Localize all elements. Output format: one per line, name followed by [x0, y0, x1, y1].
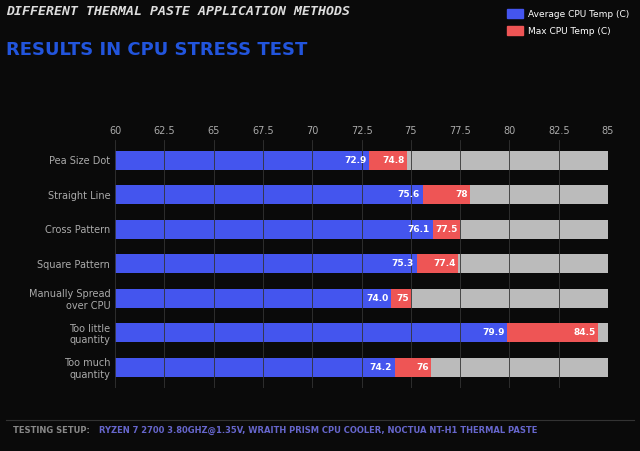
- Text: 75: 75: [396, 294, 409, 303]
- Bar: [115, 185, 422, 204]
- Text: 77.5: 77.5: [436, 225, 458, 234]
- Text: 76: 76: [416, 363, 429, 372]
- Bar: [115, 185, 608, 204]
- Text: TESTING SETUP:: TESTING SETUP:: [13, 426, 90, 435]
- Text: 79.9: 79.9: [482, 328, 504, 337]
- Text: 74.0: 74.0: [366, 294, 388, 303]
- Bar: [433, 220, 460, 239]
- Bar: [115, 220, 608, 239]
- Bar: [115, 220, 433, 239]
- Bar: [417, 254, 458, 273]
- Bar: [115, 151, 369, 170]
- Text: 75.3: 75.3: [392, 259, 414, 268]
- Text: RYZEN 7 2700 3.80GHZ@1.35V, WRAITH PRISM CPU COOLER, NOCTUA NT-H1 THERMAL PASTE: RYZEN 7 2700 3.80GHZ@1.35V, WRAITH PRISM…: [99, 426, 538, 435]
- Bar: [115, 358, 395, 377]
- Text: DIFFERENT THERMAL PASTE APPLICATION METHODS: DIFFERENT THERMAL PASTE APPLICATION METH…: [6, 5, 351, 18]
- Text: RESULTS IN CPU STRESS TEST: RESULTS IN CPU STRESS TEST: [6, 41, 308, 59]
- Bar: [395, 358, 431, 377]
- Bar: [422, 185, 470, 204]
- Text: 76.1: 76.1: [407, 225, 429, 234]
- Bar: [115, 254, 417, 273]
- Text: 75.6: 75.6: [397, 190, 420, 199]
- Bar: [115, 289, 391, 308]
- Text: 77.4: 77.4: [434, 259, 456, 268]
- Bar: [115, 289, 608, 308]
- Bar: [508, 323, 598, 342]
- Legend: Average CPU Temp (C), Max CPU Temp (C): Average CPU Temp (C), Max CPU Temp (C): [507, 9, 629, 36]
- Bar: [115, 254, 608, 273]
- Text: 84.5: 84.5: [574, 328, 596, 337]
- Text: 74.2: 74.2: [370, 363, 392, 372]
- Bar: [115, 358, 608, 377]
- Bar: [369, 151, 407, 170]
- Bar: [115, 323, 608, 342]
- Bar: [391, 289, 411, 308]
- Bar: [115, 151, 608, 170]
- Text: 78: 78: [456, 190, 468, 199]
- Bar: [115, 323, 508, 342]
- Text: 74.8: 74.8: [383, 156, 405, 165]
- Text: 72.9: 72.9: [344, 156, 367, 165]
